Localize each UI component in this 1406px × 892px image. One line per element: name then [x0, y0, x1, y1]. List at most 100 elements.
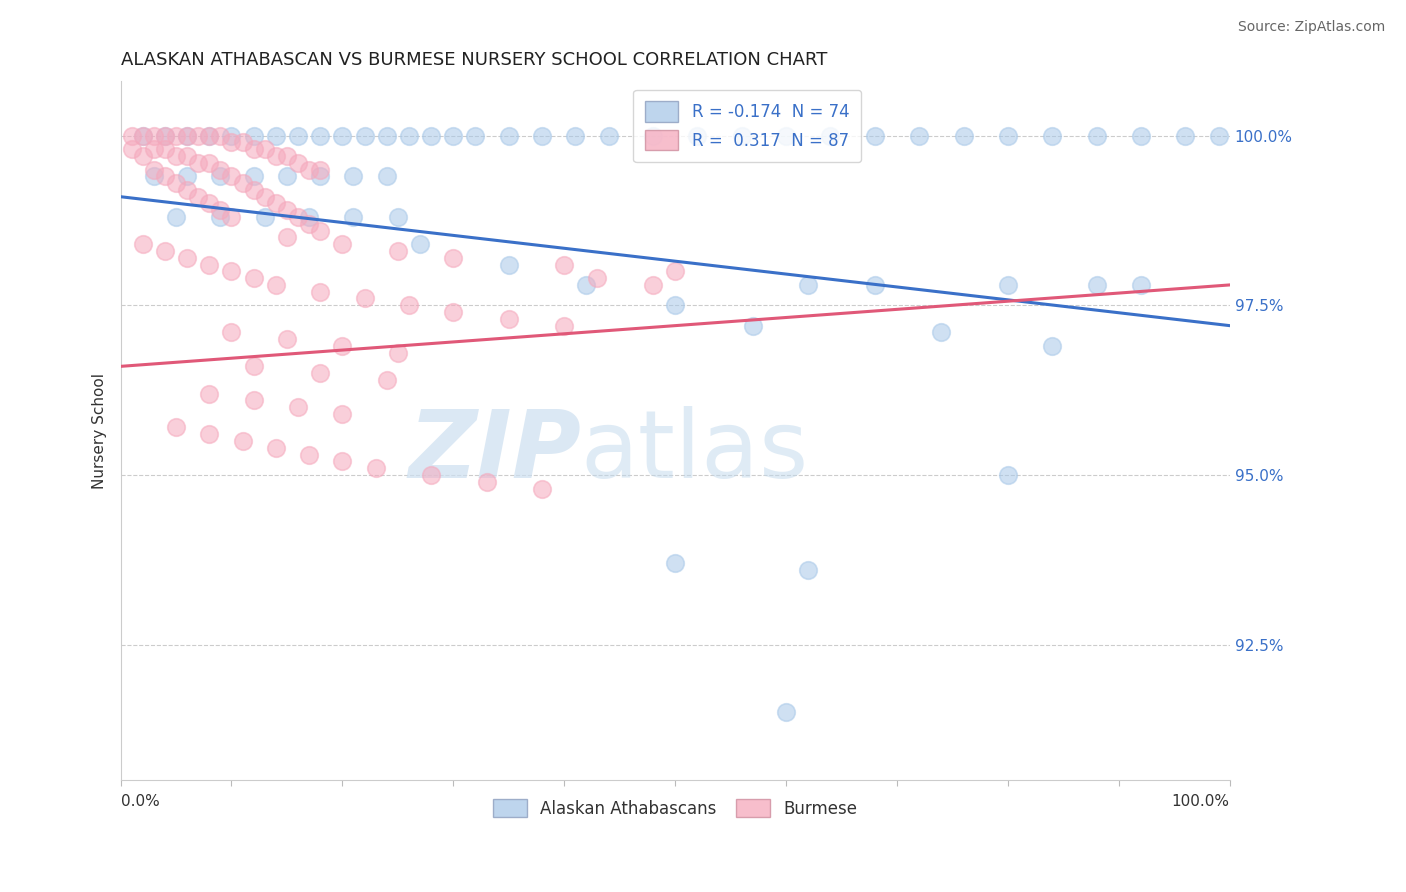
Point [441, 128, 464, 143]
Point [553, 318, 575, 333]
Point [198, 128, 221, 143]
Point [142, 169, 165, 184]
Point [420, 467, 443, 482]
Point [253, 142, 276, 156]
Point [176, 128, 198, 143]
Point [731, 128, 754, 143]
Point [686, 128, 709, 143]
Point [1040, 128, 1063, 143]
Point [475, 475, 498, 489]
Text: 100.0%: 100.0% [1171, 794, 1230, 809]
Point [187, 128, 209, 143]
Point [221, 210, 243, 224]
Point [142, 142, 165, 156]
Point [153, 128, 176, 143]
Point [797, 563, 820, 577]
Point [908, 128, 931, 143]
Text: Source: ZipAtlas.com: Source: ZipAtlas.com [1237, 20, 1385, 34]
Point [498, 311, 520, 326]
Point [242, 169, 264, 184]
Point [531, 128, 554, 143]
Point [1085, 277, 1108, 292]
Point [242, 128, 264, 143]
Point [209, 203, 232, 218]
Point [952, 128, 974, 143]
Point [209, 128, 232, 143]
Point [264, 441, 287, 455]
Point [176, 169, 198, 184]
Point [332, 128, 354, 143]
Point [165, 149, 187, 163]
Point [664, 556, 686, 570]
Point [276, 230, 298, 244]
Text: ALASKAN ATHABASCAN VS BURMESE NURSERY SCHOOL CORRELATION CHART: ALASKAN ATHABASCAN VS BURMESE NURSERY SC… [121, 51, 827, 69]
Point [276, 169, 298, 184]
Point [276, 332, 298, 346]
Point [598, 128, 620, 143]
Point [198, 427, 221, 442]
Point [309, 169, 332, 184]
Point [1130, 128, 1153, 143]
Point [1085, 128, 1108, 143]
Point [309, 162, 332, 177]
Point [931, 326, 953, 340]
Point [298, 448, 321, 462]
Text: 0.0%: 0.0% [121, 794, 159, 809]
Point [198, 386, 221, 401]
Point [564, 128, 586, 143]
Point [232, 136, 254, 150]
Point [176, 149, 198, 163]
Point [253, 210, 276, 224]
Point [332, 339, 354, 353]
Point [997, 128, 1019, 143]
Point [1040, 339, 1063, 353]
Point [276, 203, 298, 218]
Point [221, 128, 243, 143]
Point [221, 326, 243, 340]
Point [375, 373, 398, 387]
Point [287, 210, 309, 224]
Point [664, 264, 686, 278]
Point [253, 190, 276, 204]
Point [553, 258, 575, 272]
Point [176, 128, 198, 143]
Point [375, 169, 398, 184]
Point [176, 251, 198, 265]
Point [309, 285, 332, 299]
Point [1208, 128, 1230, 143]
Point [298, 210, 321, 224]
Point [198, 128, 221, 143]
Point [221, 169, 243, 184]
Point [153, 142, 176, 156]
Point [165, 176, 187, 190]
Point [342, 210, 364, 224]
Point [375, 128, 398, 143]
Text: ZIP: ZIP [408, 406, 581, 498]
Point [165, 128, 187, 143]
Point [221, 264, 243, 278]
Point [498, 128, 520, 143]
Point [153, 244, 176, 258]
Point [287, 400, 309, 414]
Point [441, 251, 464, 265]
Point [441, 305, 464, 319]
Point [242, 271, 264, 285]
Point [309, 128, 332, 143]
Point [997, 277, 1019, 292]
Point [1130, 277, 1153, 292]
Point [309, 224, 332, 238]
Point [198, 196, 221, 211]
Point [398, 128, 420, 143]
Point [387, 345, 409, 359]
Point [586, 271, 609, 285]
Point [153, 169, 176, 184]
Point [264, 149, 287, 163]
Point [641, 128, 664, 143]
Point [121, 142, 143, 156]
Point [198, 258, 221, 272]
Point [820, 128, 842, 143]
Point [264, 277, 287, 292]
Point [387, 244, 409, 258]
Point [131, 149, 153, 163]
Point [531, 482, 554, 496]
